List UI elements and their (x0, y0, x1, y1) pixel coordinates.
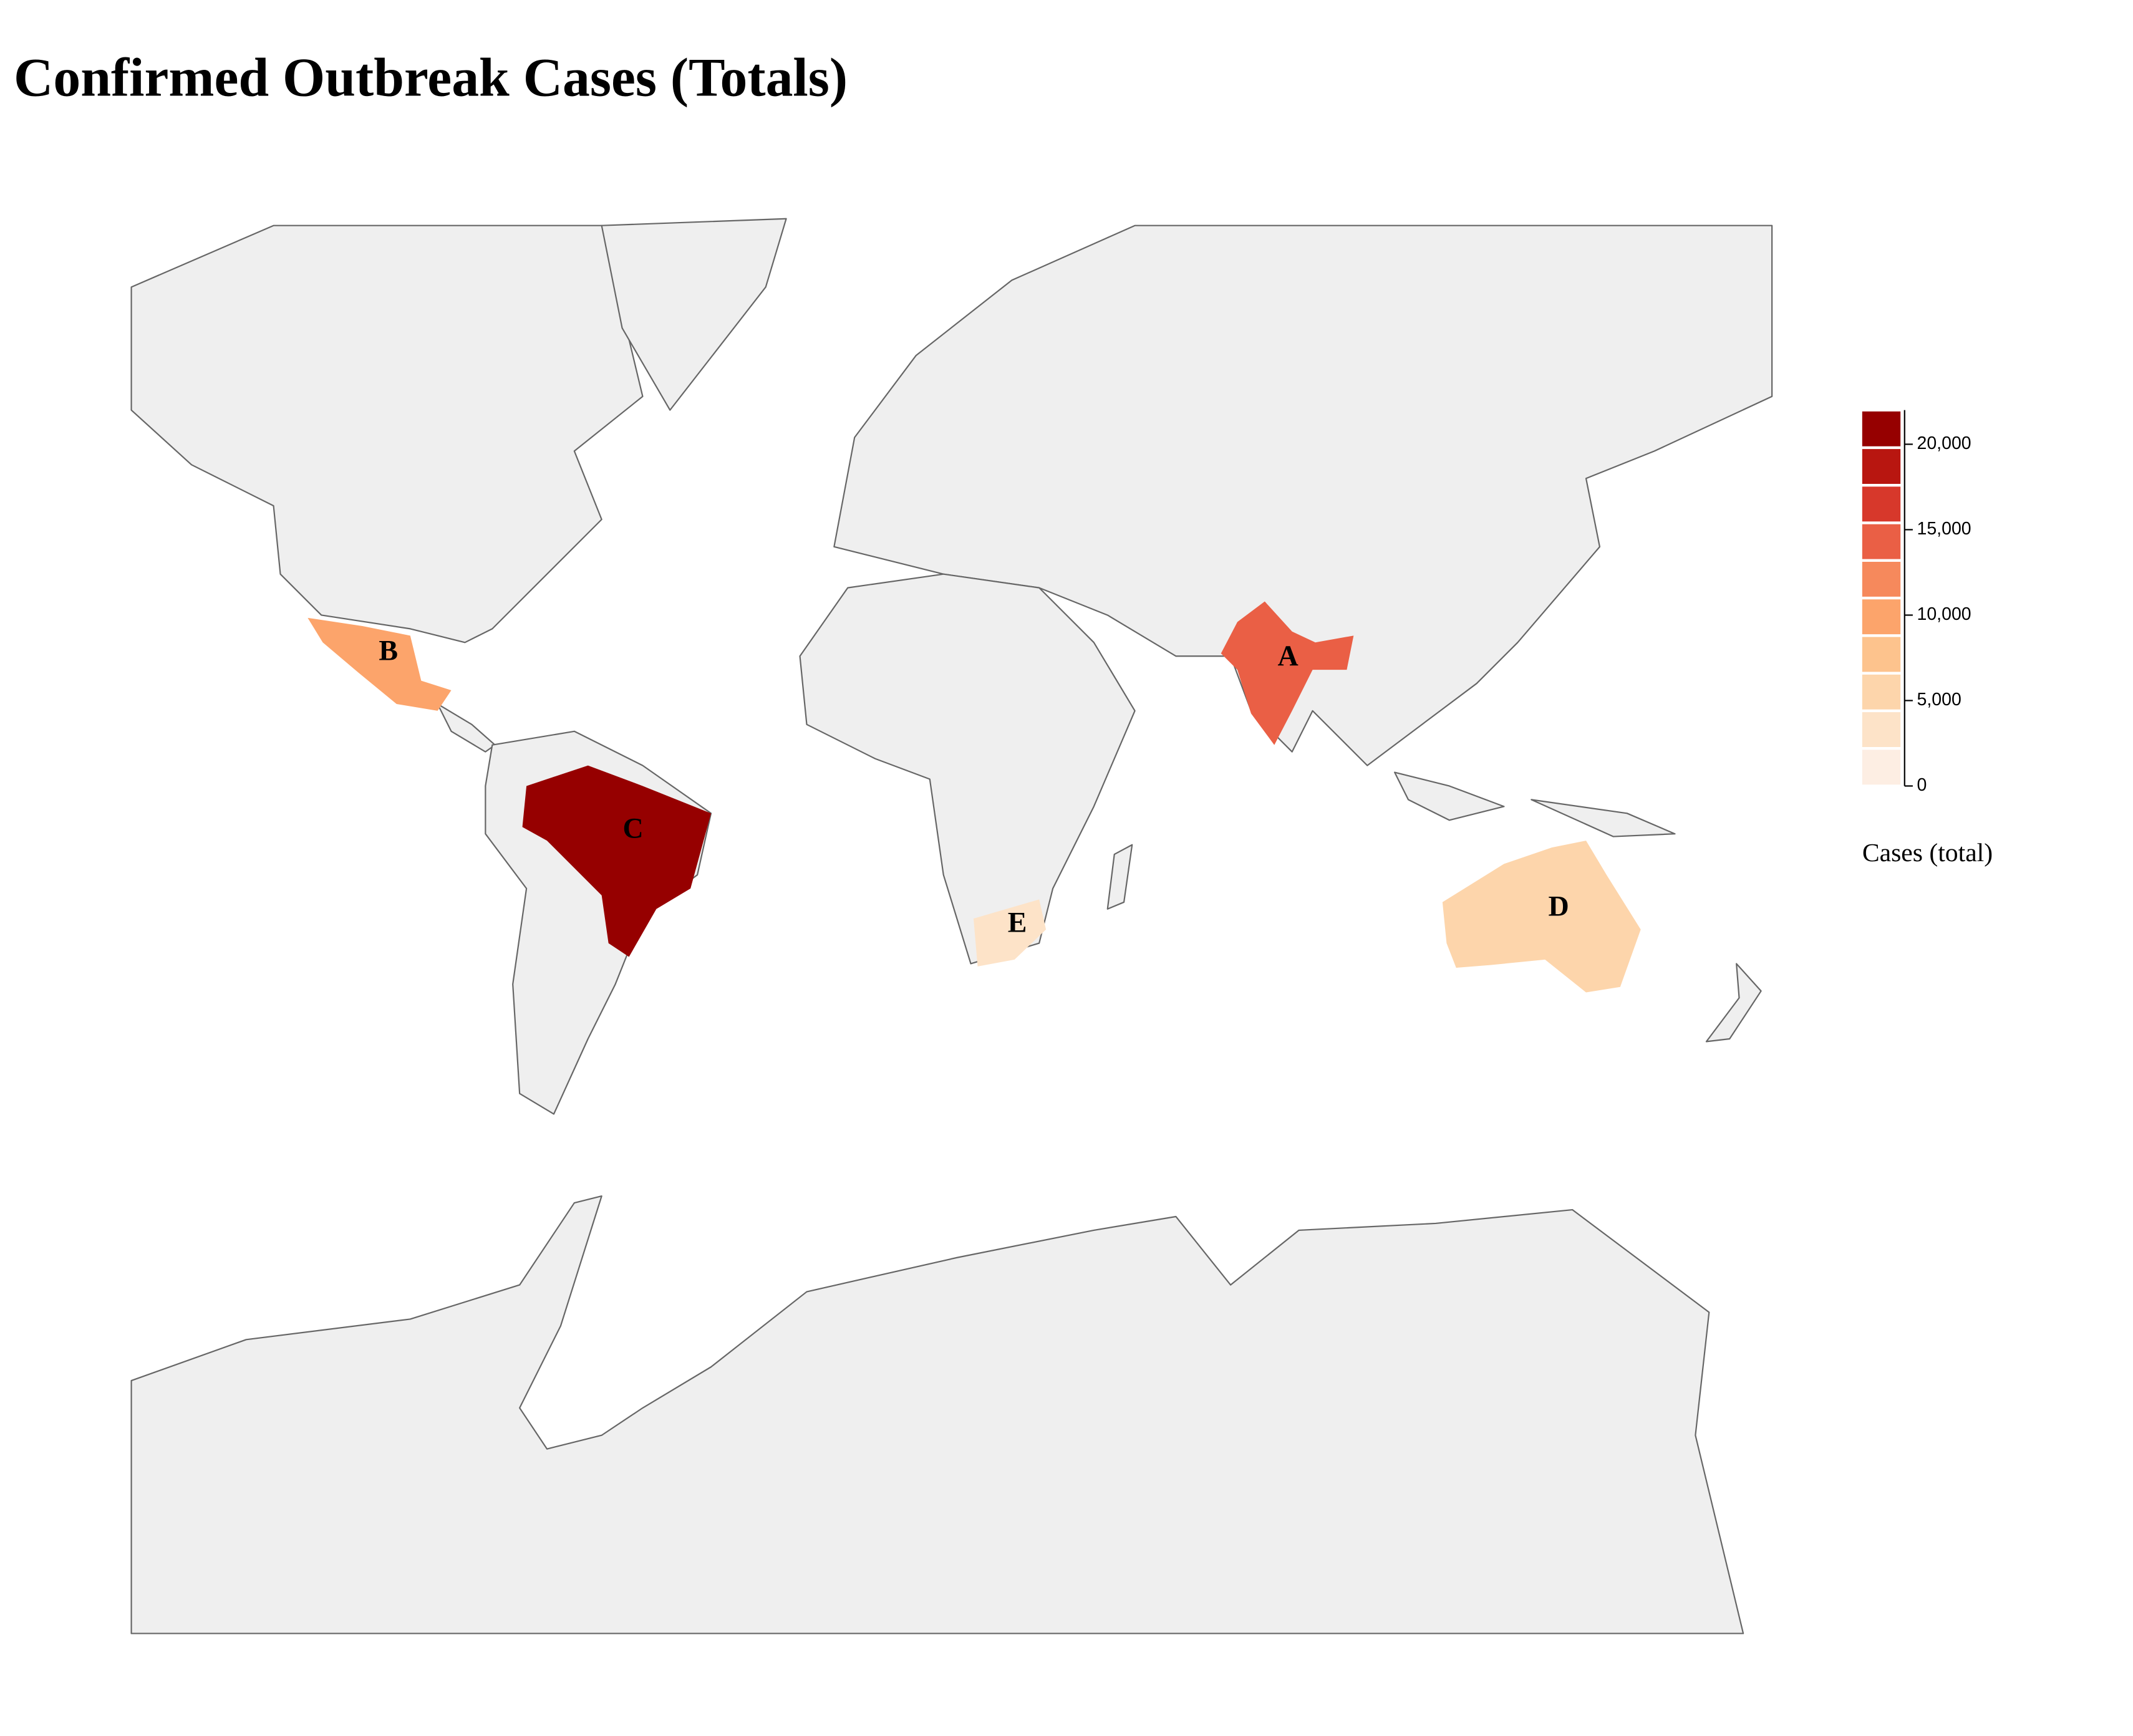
madagascar (1106, 844, 1133, 910)
legend-tick-label: 10,000 (1917, 604, 1971, 624)
legend-swatch (1862, 524, 1901, 559)
region (1221, 601, 1354, 745)
regions: A B C D E (307, 601, 1641, 993)
eurasia (833, 224, 1773, 766)
region (522, 765, 712, 957)
legend-swatch (1862, 561, 1901, 597)
legend-swatch (1862, 637, 1901, 672)
central-america (437, 703, 496, 753)
indonesia (1394, 771, 1676, 837)
antarctica (130, 1195, 1744, 1634)
region-label: A (1278, 640, 1299, 672)
north-america (130, 224, 644, 644)
legend-tick-label: 5,000 (1917, 690, 1961, 710)
region-label: E (1008, 907, 1027, 938)
legend-swatch (1862, 449, 1901, 485)
region (973, 899, 1047, 967)
region (1442, 841, 1641, 993)
base-map (130, 218, 1773, 1634)
new-zealand (1705, 963, 1762, 1043)
legend-swatch (1862, 712, 1901, 747)
chart-title: Confirmed Outbreak Cases (Totals) (14, 47, 848, 107)
legend-swatch (1862, 599, 1901, 635)
africa (799, 573, 1136, 965)
region (307, 617, 452, 711)
legend-title: Cases (total) (1862, 839, 1993, 867)
region-label: C (622, 812, 643, 844)
legend-swatch (1862, 674, 1901, 710)
legend-tick-label: 20,000 (1917, 433, 1971, 453)
legend-tick-label: 0 (1917, 775, 1927, 795)
legend: 0 5,000 10,000 15,000 20,000 Cases (total) (1862, 410, 1993, 867)
greenland (601, 218, 787, 411)
legend-swatch (1862, 486, 1901, 522)
legend-tick-label: 15,000 (1917, 519, 1971, 539)
legend-swatch (1862, 750, 1901, 785)
region-label: D (1549, 890, 1569, 922)
region-label: B (379, 634, 398, 666)
legend-swatch (1862, 411, 1901, 446)
